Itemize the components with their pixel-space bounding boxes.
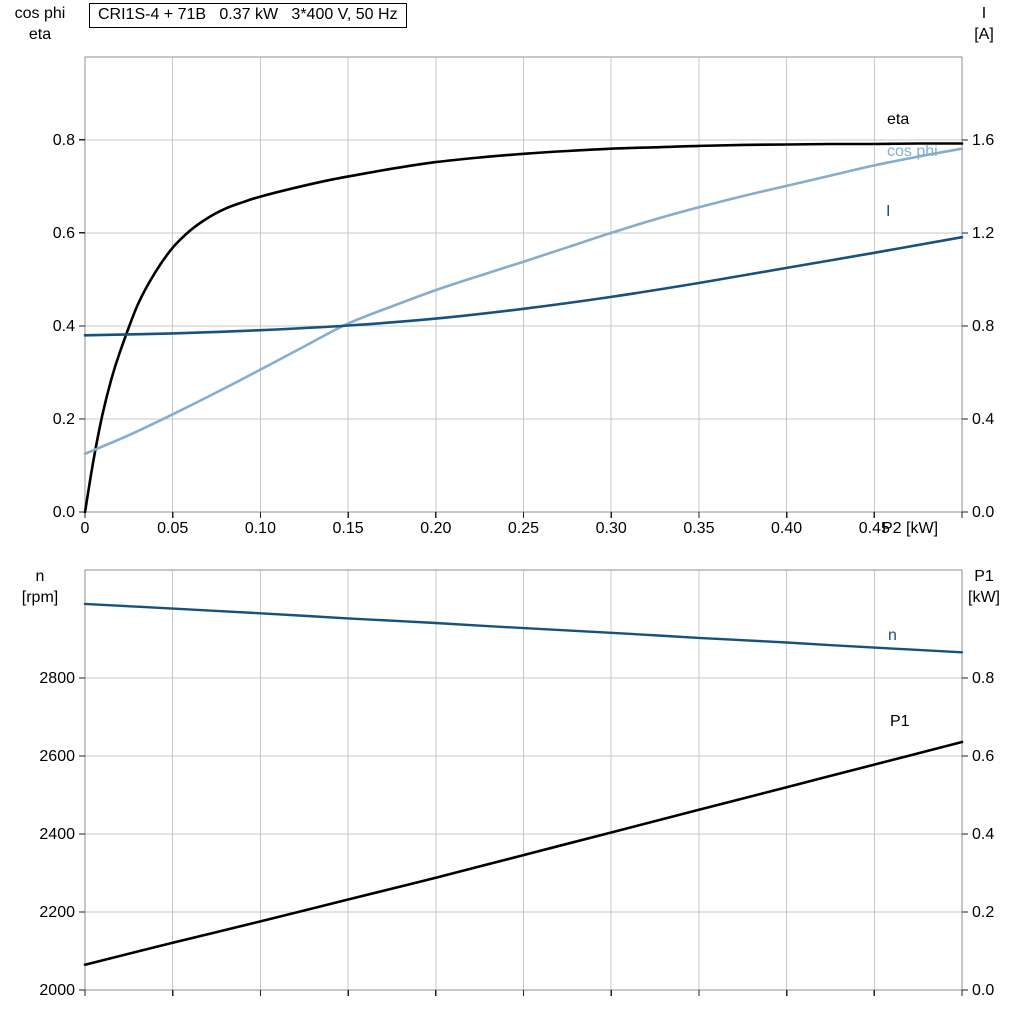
svg-text:0.0: 0.0 — [972, 504, 994, 521]
top-chart-left-axis-title: cos phi eta — [4, 3, 76, 45]
svg-text:I: I — [886, 203, 890, 220]
svg-text:0.25: 0.25 — [508, 520, 539, 537]
axis-title-p1-unit: [kW] — [968, 589, 1000, 606]
bottom-chart-svg: 2000 2200 2400 2600 2800 0.0 0.2 0.4 0.6 0.8 n P1 — [39, 569, 994, 999]
axis-title-eta: eta — [28, 26, 52, 43]
svg-text:0.8: 0.8 — [972, 670, 994, 687]
svg-text:0.4: 0.4 — [972, 826, 994, 843]
svg-text:0.2: 0.2 — [53, 411, 75, 428]
svg-text:0.15: 0.15 — [333, 520, 364, 537]
axis-title-p1: P1 — [974, 568, 994, 585]
svg-text:0.6: 0.6 — [53, 225, 75, 242]
axis-title-current-unit: [A] — [974, 26, 994, 43]
top-chart-right-axis-title: I [A] — [960, 3, 1008, 45]
svg-text:0.4: 0.4 — [972, 411, 994, 428]
axis-title-speed: n — [35, 568, 45, 585]
svg-text:0.45: 0.45 — [859, 520, 890, 537]
svg-text:2400: 2400 — [39, 826, 75, 843]
svg-text:2600: 2600 — [39, 748, 75, 765]
chart-title: CRI1S-4 + 71B 0.37 kW 3*400 V, 50 Hz — [89, 3, 407, 28]
svg-text:0.0: 0.0 — [972, 982, 994, 999]
svg-text:0.2: 0.2 — [972, 904, 994, 921]
top-chart-svg: 0 0.05 0.10 0.15 0.20 0.25 0.30 0.35 0.40 0.45 0.0… — [53, 56, 994, 537]
svg-text:1.2: 1.2 — [972, 225, 994, 242]
svg-text:0.40: 0.40 — [771, 520, 802, 537]
svg-text:P1: P1 — [890, 713, 910, 730]
axis-title-current: I — [981, 5, 987, 22]
svg-text:1.6: 1.6 — [972, 132, 994, 149]
svg-text:n: n — [888, 627, 897, 644]
svg-text:0.35: 0.35 — [683, 520, 714, 537]
svg-text:0: 0 — [81, 520, 90, 537]
svg-text:0.6: 0.6 — [972, 748, 994, 765]
svg-text:0.30: 0.30 — [596, 520, 627, 537]
axis-title-cos-phi: cos phi — [14, 5, 66, 22]
bottom-chart-left-axis-title: n [rpm] — [4, 566, 76, 608]
svg-text:0.8: 0.8 — [53, 132, 75, 149]
svg-text:P2 [kW]: P2 [kW] — [882, 520, 938, 537]
svg-text:eta: eta — [887, 111, 909, 128]
svg-text:2800: 2800 — [39, 670, 75, 687]
axis-title-speed-unit: [rpm] — [21, 589, 59, 606]
svg-text:2200: 2200 — [39, 904, 75, 921]
svg-text:0.8: 0.8 — [972, 318, 994, 335]
svg-text:0.10: 0.10 — [245, 520, 276, 537]
svg-text:0.20: 0.20 — [420, 520, 451, 537]
svg-text:0.4: 0.4 — [53, 318, 75, 335]
bottom-chart-right-axis-title: P1 [kW] — [960, 566, 1008, 608]
svg-text:cos phi: cos phi — [887, 143, 938, 160]
svg-text:0.05: 0.05 — [157, 520, 188, 537]
svg-text:2000: 2000 — [39, 982, 75, 999]
svg-text:0.0: 0.0 — [53, 504, 75, 521]
